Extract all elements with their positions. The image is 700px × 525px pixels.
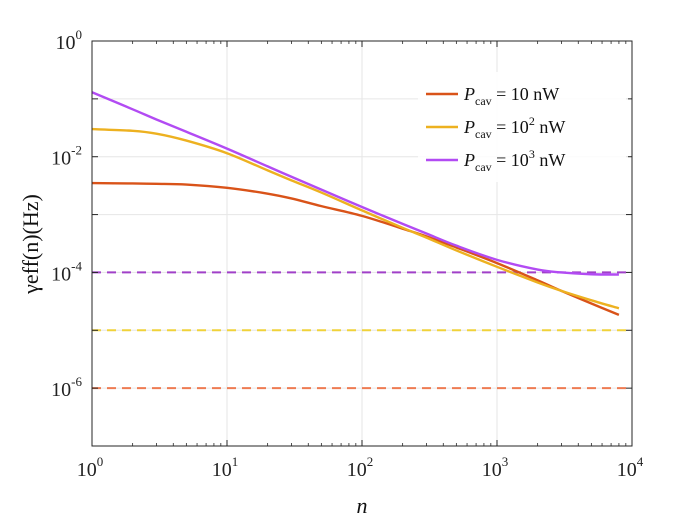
ticks — [91, 40, 633, 447]
x-axis-label: n — [357, 493, 368, 518]
series-line — [91, 127, 620, 310]
legend-label: Pcav = 102 nW — [463, 114, 565, 141]
x-tick-label: 100 — [77, 454, 104, 481]
x-tick-label: 104 — [617, 454, 644, 481]
y-tick-label: 10-6 — [51, 374, 82, 401]
y-tick-label: 100 — [56, 27, 83, 54]
series-line — [91, 91, 619, 276]
y-tick-labels: 100 10-2 10-4 10-6 — [51, 27, 82, 401]
legend-label: Pcav = 103 nW — [463, 147, 565, 174]
floor-lines — [92, 271, 632, 390]
series-lines — [91, 91, 620, 316]
x-tick-label: 102 — [347, 454, 374, 481]
x-tick-labels: 100 101 102 103 104 — [77, 454, 644, 481]
y-axis-label: γeff(n)(Hz) — [18, 194, 43, 295]
legend-label: Pcav = 10 nW — [463, 84, 559, 108]
x-tick-label: 103 — [482, 454, 509, 481]
legend: Pcav = 10 nW Pcav = 102 nW Pcav = 103 nW — [418, 72, 628, 182]
y-tick-label: 10-2 — [51, 143, 82, 170]
series-line — [91, 181, 620, 316]
x-tick-label: 101 — [212, 454, 239, 481]
y-tick-label: 10-4 — [51, 258, 82, 285]
